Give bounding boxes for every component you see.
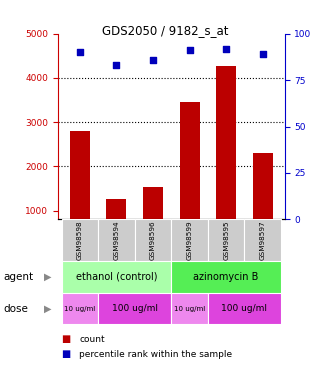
Bar xyxy=(106,200,126,255)
Point xyxy=(187,48,192,54)
Text: GSM98595: GSM98595 xyxy=(223,220,229,260)
Bar xyxy=(253,153,273,255)
Text: GDS2050 / 9182_s_at: GDS2050 / 9182_s_at xyxy=(102,24,229,38)
Text: ethanol (control): ethanol (control) xyxy=(76,272,157,282)
Bar xyxy=(208,219,244,261)
Text: 10 ug/ml: 10 ug/ml xyxy=(174,306,205,312)
Bar xyxy=(244,219,281,261)
Bar xyxy=(98,219,135,261)
Bar xyxy=(216,66,236,255)
Text: ■: ■ xyxy=(61,350,71,359)
Bar xyxy=(143,187,163,255)
Text: percentile rank within the sample: percentile rank within the sample xyxy=(79,350,233,359)
Text: ■: ■ xyxy=(61,334,71,344)
Bar xyxy=(135,219,171,261)
Bar xyxy=(208,293,281,324)
Text: 10 ug/ml: 10 ug/ml xyxy=(64,306,95,312)
Text: GSM98597: GSM98597 xyxy=(260,220,266,260)
Point xyxy=(150,57,156,63)
Text: agent: agent xyxy=(3,272,33,282)
Text: ▶: ▶ xyxy=(44,272,51,282)
Point xyxy=(223,46,229,52)
Text: 100 ug/ml: 100 ug/ml xyxy=(112,304,158,313)
Text: dose: dose xyxy=(3,304,28,313)
Bar xyxy=(179,102,200,255)
Text: GSM98596: GSM98596 xyxy=(150,220,156,260)
Text: count: count xyxy=(79,335,105,344)
Bar xyxy=(62,261,171,292)
Bar xyxy=(98,293,171,324)
Bar xyxy=(62,219,98,261)
Point xyxy=(77,50,82,55)
Bar xyxy=(70,131,90,255)
Text: 100 ug/ml: 100 ug/ml xyxy=(221,304,267,313)
Bar xyxy=(171,261,281,292)
Bar xyxy=(62,293,98,324)
Text: GSM98599: GSM98599 xyxy=(187,220,193,260)
Text: GSM98594: GSM98594 xyxy=(114,220,119,260)
Point xyxy=(260,51,265,57)
Bar xyxy=(171,219,208,261)
Text: ▶: ▶ xyxy=(44,304,51,313)
Text: GSM98598: GSM98598 xyxy=(77,220,83,260)
Point xyxy=(114,62,119,68)
Bar xyxy=(171,293,208,324)
Text: azinomycin B: azinomycin B xyxy=(193,272,259,282)
